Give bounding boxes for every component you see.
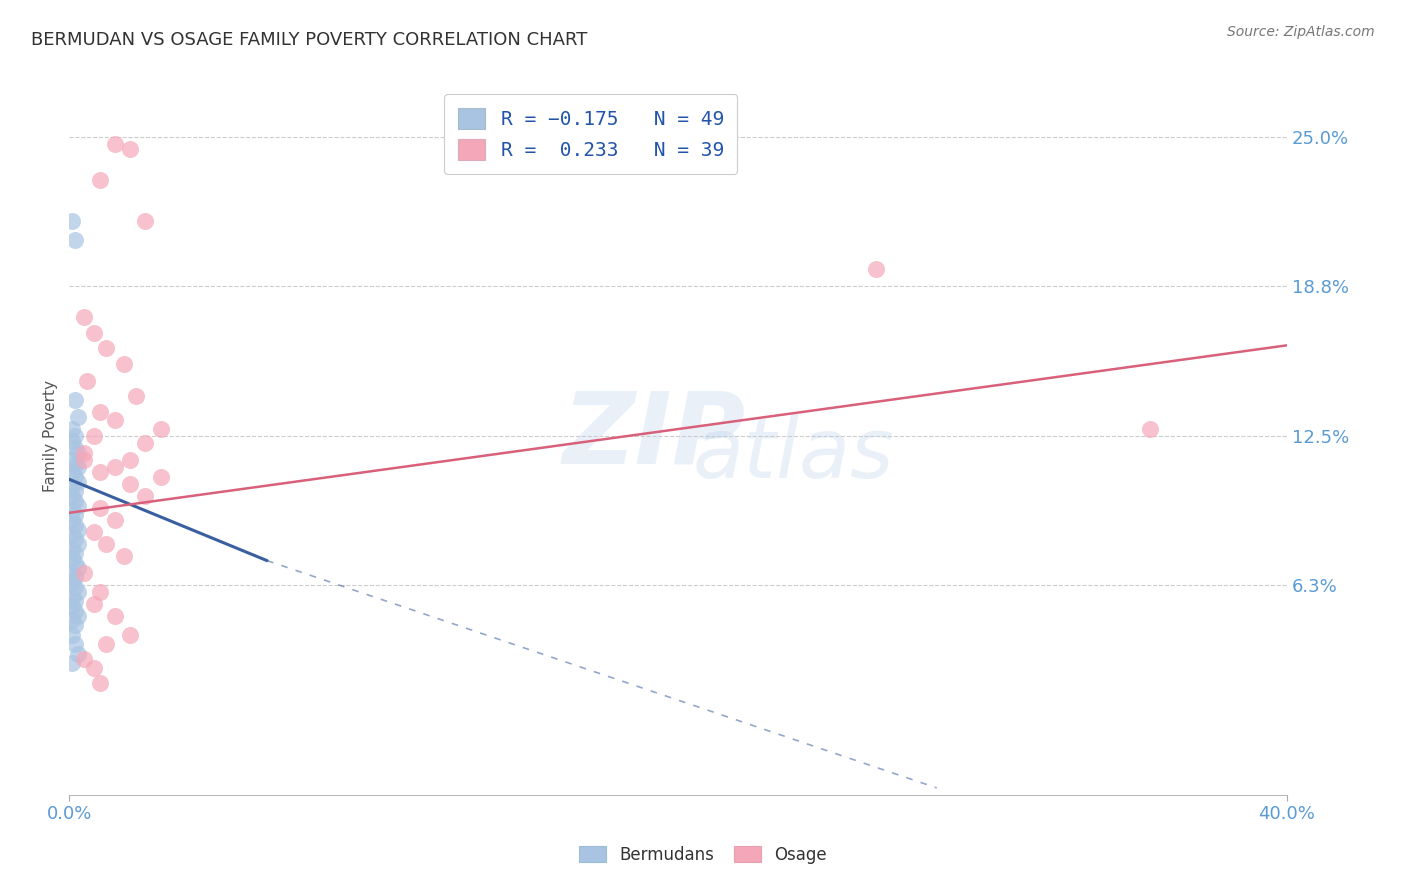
Point xyxy=(65,546,87,560)
Point xyxy=(134,436,156,450)
Point xyxy=(65,517,87,532)
Point xyxy=(1139,422,1161,436)
Text: Source: ZipAtlas.com: Source: ZipAtlas.com xyxy=(1227,25,1375,39)
Point xyxy=(120,628,142,642)
Point xyxy=(67,537,90,551)
Point xyxy=(120,477,142,491)
Point xyxy=(104,137,127,152)
Point xyxy=(65,604,87,618)
Point xyxy=(65,233,87,247)
Point xyxy=(65,532,87,546)
Point xyxy=(73,566,96,580)
Point xyxy=(73,310,96,324)
Point xyxy=(83,661,105,675)
Legend: R = −0.175   N = 49, R =  0.233   N = 39: R = −0.175 N = 49, R = 0.233 N = 39 xyxy=(444,95,737,174)
Point xyxy=(67,608,90,623)
Point xyxy=(60,513,83,527)
Point xyxy=(104,608,127,623)
Legend: Bermudans, Osage: Bermudans, Osage xyxy=(572,839,834,871)
Point xyxy=(89,173,111,187)
Point xyxy=(120,453,142,467)
Point xyxy=(73,651,96,665)
Point xyxy=(83,597,105,611)
Point xyxy=(67,460,90,475)
Point xyxy=(89,501,111,516)
Point xyxy=(60,628,83,642)
Text: BERMUDAN VS OSAGE FAMILY POVERTY CORRELATION CHART: BERMUDAN VS OSAGE FAMILY POVERTY CORRELA… xyxy=(31,31,588,49)
Point xyxy=(67,446,90,460)
Point xyxy=(67,410,90,425)
Point xyxy=(65,441,87,455)
Point xyxy=(60,214,83,228)
Point xyxy=(60,566,83,580)
Point xyxy=(65,470,87,484)
Point xyxy=(60,479,83,493)
Point xyxy=(60,503,83,517)
Point xyxy=(94,341,117,355)
Point xyxy=(60,599,83,613)
Point xyxy=(65,556,87,570)
Point xyxy=(112,549,135,563)
Point xyxy=(83,524,105,539)
Point xyxy=(60,541,83,556)
Point xyxy=(67,499,90,513)
Point xyxy=(76,374,98,388)
Point xyxy=(60,465,83,479)
Point xyxy=(60,590,83,604)
Point xyxy=(125,388,148,402)
Point xyxy=(89,584,111,599)
Point xyxy=(60,489,83,503)
Y-axis label: Family Poverty: Family Poverty xyxy=(44,380,58,492)
Point xyxy=(60,575,83,590)
Point xyxy=(67,647,90,661)
Point xyxy=(65,570,87,584)
Point xyxy=(65,429,87,443)
Point xyxy=(67,561,90,575)
Point xyxy=(134,214,156,228)
Point xyxy=(65,508,87,523)
Point xyxy=(65,580,87,594)
Point xyxy=(73,446,96,460)
Point xyxy=(65,458,87,472)
Point xyxy=(83,429,105,443)
Point xyxy=(60,614,83,628)
Point xyxy=(60,422,83,436)
Point xyxy=(104,513,127,527)
Point xyxy=(89,675,111,690)
Point xyxy=(65,594,87,608)
Point xyxy=(67,475,90,489)
Point xyxy=(65,393,87,408)
Point xyxy=(134,489,156,503)
Point xyxy=(60,527,83,541)
Point xyxy=(73,453,96,467)
Point xyxy=(60,434,83,448)
Point xyxy=(65,493,87,508)
Point xyxy=(104,412,127,426)
Point xyxy=(112,358,135,372)
Point xyxy=(65,618,87,632)
Point xyxy=(89,405,111,419)
Point xyxy=(865,261,887,276)
Point xyxy=(60,453,83,467)
Point xyxy=(60,551,83,566)
Point xyxy=(65,637,87,651)
Point xyxy=(149,422,172,436)
Point xyxy=(94,637,117,651)
Point xyxy=(83,326,105,341)
Point xyxy=(65,484,87,499)
Point xyxy=(60,657,83,671)
Point xyxy=(94,537,117,551)
Point xyxy=(67,584,90,599)
Point xyxy=(67,523,90,537)
Point xyxy=(104,460,127,475)
Point xyxy=(120,142,142,156)
Text: atlas: atlas xyxy=(693,414,894,495)
Point xyxy=(149,470,172,484)
Point xyxy=(89,465,111,479)
Text: ZIP: ZIP xyxy=(562,388,745,484)
